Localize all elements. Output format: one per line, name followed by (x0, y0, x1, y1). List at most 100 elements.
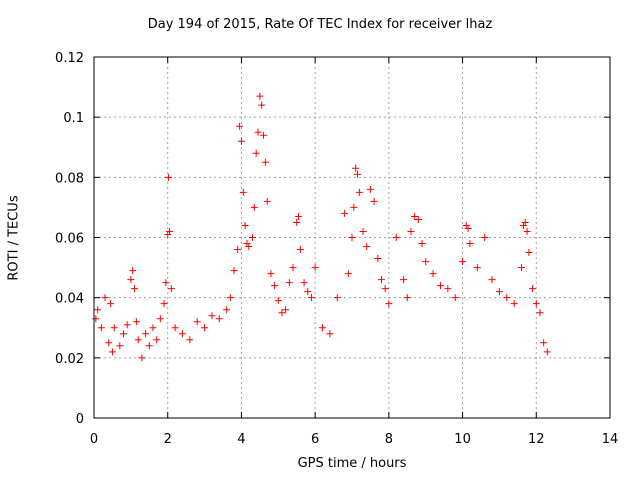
data-point (274, 297, 282, 305)
data-point (304, 288, 312, 296)
data-point (131, 285, 139, 293)
data-point (354, 170, 362, 178)
data-point (201, 324, 209, 332)
x-tick-label: 12 (528, 432, 545, 447)
x-tick-label: 10 (454, 432, 471, 447)
data-point (149, 324, 157, 332)
data-point (254, 128, 262, 136)
data-point (519, 221, 527, 229)
data-point (167, 285, 175, 293)
data-point (258, 101, 266, 109)
data-point (263, 197, 271, 205)
data-point (503, 294, 511, 302)
data-point (355, 188, 363, 196)
data-point (92, 315, 100, 323)
data-point (307, 294, 315, 302)
data-point (193, 318, 201, 326)
data-point (488, 276, 496, 284)
data-point (116, 342, 124, 350)
data-point (352, 164, 360, 172)
data-point (525, 249, 533, 257)
data-point (171, 324, 179, 332)
data-point (293, 218, 301, 226)
data-point (164, 230, 172, 238)
y-tick-label: 0.04 (55, 292, 84, 307)
data-point (532, 300, 540, 308)
data-point (348, 234, 356, 241)
data-point (282, 306, 290, 314)
data-point (241, 221, 249, 229)
data-point (142, 330, 150, 338)
data-point (101, 294, 109, 302)
data-point (250, 203, 258, 211)
x-tick-label: 2 (164, 432, 172, 447)
y-axis-label: ROTI / TECUs (6, 195, 22, 281)
x-axis-label: GPS time / hours (297, 456, 407, 471)
data-point (464, 224, 472, 232)
data-point (374, 255, 382, 263)
data-point (110, 324, 118, 332)
data-point (429, 270, 437, 278)
x-tick-label: 8 (385, 432, 393, 447)
data-point (518, 264, 526, 272)
data-point (289, 264, 297, 272)
data-point (333, 294, 341, 302)
y-tick-label: 0.12 (55, 51, 84, 66)
data-point (418, 240, 426, 248)
data-point (366, 185, 374, 193)
data-point (278, 309, 286, 317)
x-tick-label: 6 (311, 432, 319, 447)
data-point (186, 336, 194, 344)
data-point (436, 282, 444, 290)
data-point (363, 243, 371, 251)
data-point (237, 137, 245, 145)
data-point (252, 149, 260, 157)
data-point (451, 294, 459, 302)
data-point (94, 306, 102, 314)
data-point (540, 339, 548, 347)
data-point (108, 348, 116, 356)
data-point (256, 92, 264, 100)
data-point (403, 294, 411, 302)
data-point (350, 203, 358, 211)
axis-ticks: 0 0.02 0.04 0.06 0.08 0.1 0.12 0 2 4 6 8 10 12 14 (55, 51, 618, 447)
data-point (411, 212, 419, 220)
data-point (466, 240, 474, 248)
data-point (422, 258, 430, 266)
data-point (267, 270, 275, 278)
data-point (236, 122, 244, 130)
data-point (543, 348, 551, 356)
data-point (164, 173, 172, 181)
data-point (162, 279, 170, 287)
data-point (105, 339, 113, 347)
data-point (160, 300, 168, 308)
data-point (260, 131, 268, 139)
data-point (344, 270, 352, 278)
data-point (407, 227, 415, 235)
data-point (208, 312, 216, 320)
y-tick-label: 0.08 (55, 171, 84, 186)
data-point (296, 246, 304, 254)
data-point (166, 227, 174, 235)
data-point (510, 300, 518, 308)
data-point (129, 267, 137, 275)
data-point (444, 285, 452, 293)
y-tick-label: 0 (76, 412, 84, 427)
data-point (462, 221, 470, 229)
data-point (215, 315, 223, 323)
data-point (521, 218, 529, 226)
data-point (536, 309, 544, 317)
data-point (473, 264, 481, 272)
data-point (261, 158, 269, 166)
y-tick-label: 0.1 (63, 111, 84, 126)
data-point (319, 324, 327, 332)
y-tick-label: 0.06 (55, 232, 84, 247)
data-point (123, 321, 131, 329)
data-point (414, 215, 422, 223)
data-point (341, 209, 349, 217)
data-point (370, 197, 378, 205)
data-point (245, 243, 253, 251)
x-tick-label: 0 (90, 432, 98, 447)
data-point (359, 227, 367, 235)
